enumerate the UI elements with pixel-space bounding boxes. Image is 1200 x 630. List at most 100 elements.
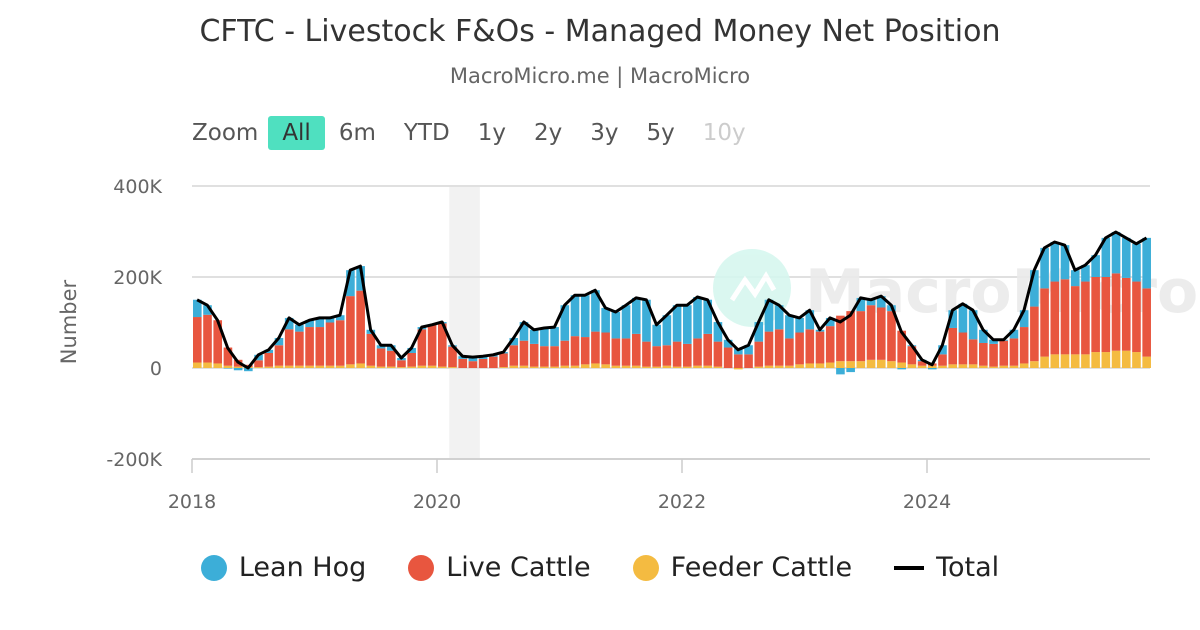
bar-feeder-cattle bbox=[295, 365, 304, 368]
bar-lean-hog bbox=[683, 305, 692, 344]
bar-lean-hog bbox=[386, 345, 396, 351]
bar-feeder-cattle bbox=[928, 365, 937, 368]
zoom-6m-button[interactable]: 6m bbox=[338, 120, 376, 146]
bar-lean-hog bbox=[335, 315, 345, 321]
bar-live-cattle bbox=[325, 322, 335, 366]
bar-feeder-cattle bbox=[274, 365, 284, 368]
bar-feeder-cattle bbox=[611, 365, 621, 368]
live-cattle-marker-icon bbox=[408, 554, 435, 581]
bar-lean-hog bbox=[754, 322, 764, 342]
bar-lean-hog bbox=[570, 295, 580, 337]
bar-live-cattle bbox=[519, 340, 529, 366]
bar-feeder-cattle bbox=[1019, 363, 1029, 368]
bar-live-cattle bbox=[652, 346, 661, 367]
bar-live-cattle bbox=[254, 360, 263, 368]
bar-live-cattle bbox=[979, 342, 988, 366]
bar-feeder-cattle bbox=[825, 362, 835, 368]
bar-feeder-cattle bbox=[693, 365, 702, 368]
bar-live-cattle bbox=[1060, 279, 1070, 355]
bar-lean-hog bbox=[642, 299, 651, 342]
bar-lean-hog bbox=[897, 368, 906, 370]
chart-subtitle: MacroMicro.me | MacroMicro bbox=[449, 64, 751, 88]
bar-lean-hog bbox=[631, 297, 641, 334]
bar-lean-hog bbox=[1050, 241, 1060, 282]
zoom-3y-button[interactable]: 3y bbox=[590, 120, 619, 146]
y-axis-label: Number bbox=[57, 279, 81, 364]
bar-lean-hog bbox=[1091, 255, 1100, 277]
watermark-logo-chart-icon bbox=[729, 271, 777, 302]
bar-feeder-cattle bbox=[785, 365, 794, 368]
bar-live-cattle bbox=[999, 340, 1009, 366]
bar-lean-hog bbox=[968, 310, 978, 340]
bar-live-cattle bbox=[1030, 306, 1039, 362]
bar-live-cattle bbox=[438, 323, 447, 367]
bar-lean-hog bbox=[519, 322, 529, 341]
legend-item-feeder-cattle[interactable]: Feeder Cattle bbox=[632, 552, 852, 583]
bar-feeder-cattle bbox=[1081, 354, 1090, 368]
bar-live-cattle bbox=[785, 338, 794, 366]
bar-lean-hog bbox=[1060, 245, 1070, 280]
lean-hog-marker-icon bbox=[200, 554, 227, 581]
bar-feeder-cattle bbox=[876, 359, 886, 368]
bar-live-cattle bbox=[529, 343, 539, 367]
bar-live-cattle bbox=[1081, 281, 1090, 355]
bar-feeder-cattle bbox=[540, 366, 549, 368]
bar-feeder-cattle bbox=[764, 365, 774, 368]
bar-lean-hog bbox=[1142, 237, 1151, 289]
y-tick-label: 200K bbox=[113, 267, 162, 289]
legend-item-total[interactable]: Total bbox=[894, 552, 999, 583]
bar-feeder-cattle bbox=[284, 365, 294, 368]
bar-feeder-cattle bbox=[325, 365, 335, 368]
bar-lean-hog bbox=[223, 368, 233, 369]
bar-feeder-cattle bbox=[264, 366, 274, 368]
bar-live-cattle bbox=[335, 320, 345, 366]
bar-feeder-cattle bbox=[999, 365, 1009, 368]
bar-feeder-cattle bbox=[1050, 354, 1060, 368]
bar-live-cattle bbox=[458, 358, 468, 368]
bar-live-cattle bbox=[356, 290, 365, 364]
bar-feeder-cattle bbox=[815, 363, 825, 368]
zoom-5y-button[interactable]: 5y bbox=[646, 120, 675, 146]
zoom-2y-button[interactable]: 2y bbox=[533, 120, 563, 146]
bar-feeder-cattle bbox=[734, 368, 743, 370]
bar-live-cattle bbox=[713, 341, 723, 367]
zoom-ytd-button[interactable]: YTD bbox=[403, 120, 450, 146]
bar-live-cattle bbox=[703, 333, 713, 366]
y-tick-label: -200K bbox=[106, 449, 162, 471]
bar-live-cattle bbox=[580, 337, 590, 365]
bar-feeder-cattle bbox=[427, 365, 437, 368]
legend-item-live-cattle[interactable]: Live Cattle bbox=[408, 552, 591, 583]
bar-feeder-cattle bbox=[795, 364, 804, 368]
zoom-all-button[interactable]: All bbox=[268, 116, 325, 150]
zoom-label: Zoom bbox=[192, 120, 259, 146]
bar-live-cattle bbox=[427, 324, 437, 366]
x-tick-label: 2018 bbox=[168, 491, 216, 513]
total-line-marker-icon bbox=[894, 565, 925, 570]
bar-lean-hog bbox=[764, 299, 774, 332]
bar-live-cattle bbox=[662, 345, 672, 366]
bar-live-cattle bbox=[366, 333, 376, 366]
bar-feeder-cattle bbox=[917, 365, 927, 368]
bar-live-cattle bbox=[683, 343, 692, 367]
bar-lean-hog bbox=[693, 297, 702, 339]
bar-live-cattle bbox=[856, 311, 866, 362]
bar-feeder-cattle bbox=[529, 366, 539, 368]
bar-feeder-cattle bbox=[938, 365, 947, 368]
bar-feeder-cattle bbox=[223, 365, 233, 368]
legend-label: Lean Hog bbox=[238, 552, 367, 583]
bar-live-cattle bbox=[591, 331, 600, 364]
bar-lean-hog bbox=[1132, 243, 1141, 282]
bar-feeder-cattle bbox=[703, 365, 713, 368]
bar-feeder-cattle bbox=[631, 365, 641, 368]
bar-feeder-cattle bbox=[346, 364, 355, 368]
bar-feeder-cattle bbox=[366, 365, 376, 368]
bar-live-cattle bbox=[805, 329, 815, 364]
zoom-1y-button[interactable]: 1y bbox=[477, 120, 506, 146]
bar-live-cattle bbox=[958, 332, 968, 365]
bar-feeder-cattle bbox=[805, 363, 815, 368]
bar-live-cattle bbox=[601, 332, 610, 365]
legend-item-lean-hog[interactable]: Lean Hog bbox=[200, 552, 367, 583]
bar-feeder-cattle bbox=[213, 363, 223, 368]
bar-feeder-cattle bbox=[846, 361, 855, 368]
bar-lean-hog bbox=[376, 345, 386, 349]
